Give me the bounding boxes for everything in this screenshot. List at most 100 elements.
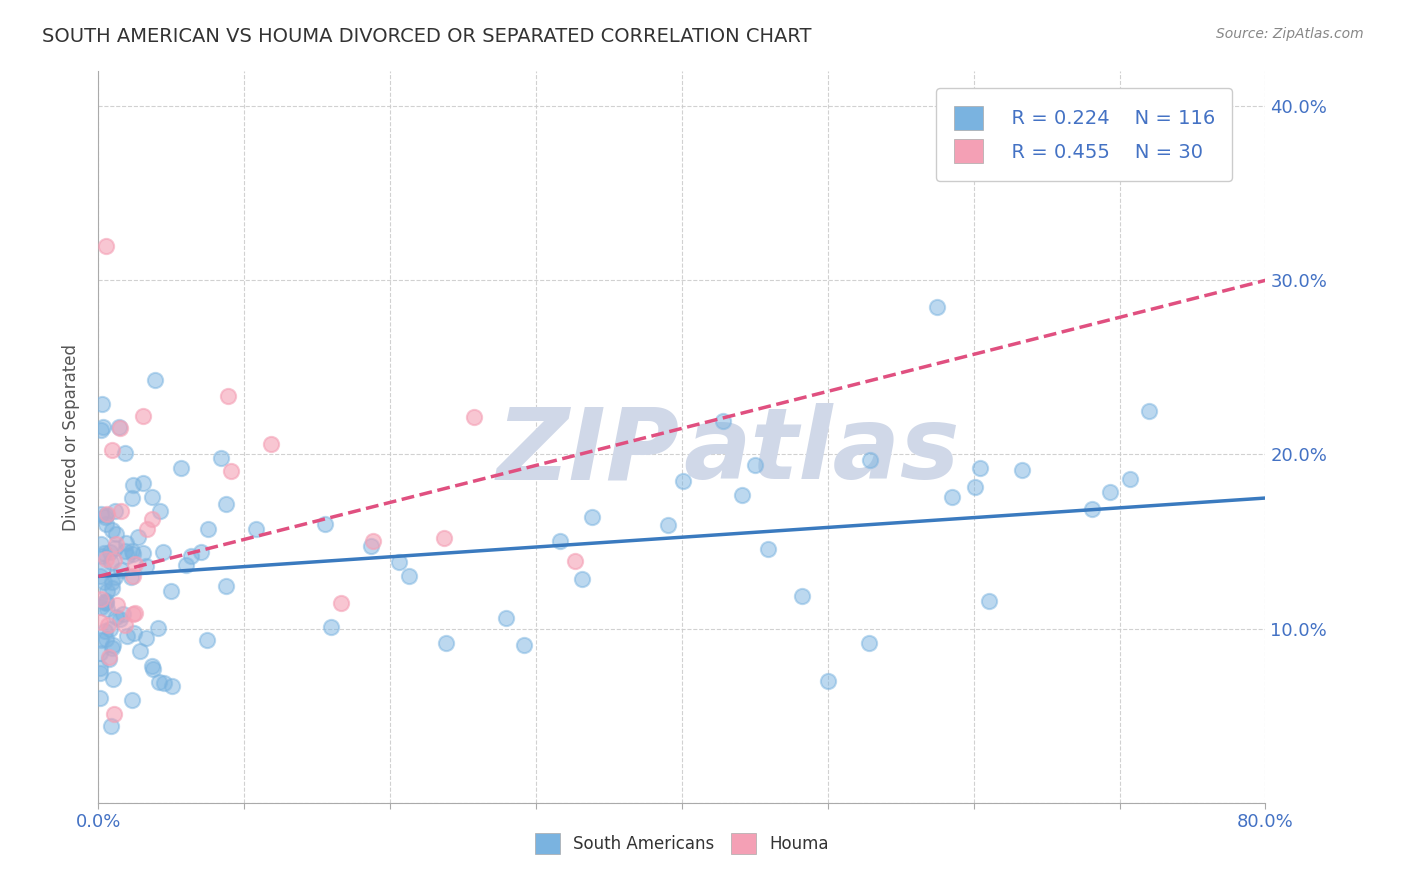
Point xyxy=(146,622,169,636)
Point xyxy=(141,491,163,505)
Point xyxy=(122,626,145,640)
Point xyxy=(131,409,153,423)
Point xyxy=(217,388,239,402)
Point xyxy=(114,536,136,550)
Point xyxy=(817,673,839,688)
Point xyxy=(360,539,382,553)
Point xyxy=(114,618,136,632)
Point xyxy=(108,612,131,626)
Point xyxy=(94,594,117,608)
Point xyxy=(388,555,411,569)
Point xyxy=(91,420,114,434)
Point xyxy=(197,522,219,536)
Point xyxy=(100,622,122,636)
Point xyxy=(121,477,143,491)
Point xyxy=(195,633,218,648)
Point xyxy=(245,522,267,536)
Point xyxy=(94,632,117,646)
Y-axis label: Divorced or Separated: Divorced or Separated xyxy=(62,343,80,531)
Point xyxy=(329,596,352,610)
Text: atlas: atlas xyxy=(683,403,960,500)
Point xyxy=(90,592,112,607)
Point xyxy=(117,629,139,643)
Point xyxy=(135,558,157,573)
Point xyxy=(101,672,124,686)
Point xyxy=(89,569,111,583)
Point xyxy=(101,442,124,457)
Point xyxy=(90,537,112,551)
Point xyxy=(564,554,586,568)
Point xyxy=(314,517,336,532)
Point xyxy=(977,593,1000,607)
Point xyxy=(105,527,128,541)
Point xyxy=(1081,501,1104,516)
Point xyxy=(756,541,779,556)
Point xyxy=(110,421,132,435)
Point xyxy=(101,638,124,652)
Point xyxy=(104,570,127,584)
Point xyxy=(152,676,174,690)
Point xyxy=(121,693,143,707)
Text: SOUTH AMERICAN VS HOUMA DIVORCED OR SEPARATED CORRELATION CHART: SOUTH AMERICAN VS HOUMA DIVORCED OR SEPA… xyxy=(42,27,811,45)
Point xyxy=(398,569,420,583)
Point xyxy=(104,504,127,518)
Point xyxy=(103,706,125,721)
Point xyxy=(1137,404,1160,418)
Point xyxy=(495,611,517,625)
Point xyxy=(581,509,603,524)
Point xyxy=(101,640,124,655)
Point xyxy=(711,413,734,427)
Point xyxy=(89,666,111,681)
Point xyxy=(790,590,813,604)
Point xyxy=(927,300,949,314)
Point xyxy=(91,397,114,411)
Point xyxy=(103,541,125,556)
Point xyxy=(221,464,243,478)
Point xyxy=(433,531,456,545)
Point xyxy=(105,598,128,612)
Point xyxy=(90,633,112,648)
Point xyxy=(215,497,238,511)
Point xyxy=(89,615,111,629)
Point xyxy=(93,546,115,560)
Point xyxy=(90,599,112,614)
Point xyxy=(104,537,127,551)
Point xyxy=(135,522,157,536)
Point xyxy=(122,568,145,582)
Point xyxy=(571,572,593,586)
Point xyxy=(100,555,122,569)
Point xyxy=(657,517,679,532)
Point xyxy=(1011,463,1033,477)
Point xyxy=(114,446,136,460)
Point xyxy=(132,546,155,560)
Point xyxy=(1099,484,1122,499)
Point xyxy=(96,601,118,615)
Point xyxy=(110,563,132,577)
Point xyxy=(143,373,166,387)
Point xyxy=(94,552,117,566)
Point xyxy=(169,461,191,475)
Point xyxy=(120,570,142,584)
Point xyxy=(101,574,124,589)
Point xyxy=(129,644,152,658)
Point xyxy=(941,491,963,505)
Point xyxy=(672,474,695,488)
Point xyxy=(124,606,146,620)
Point xyxy=(110,504,132,518)
Point xyxy=(94,596,117,610)
Point xyxy=(148,675,170,690)
Point xyxy=(94,238,117,252)
Point xyxy=(121,491,143,506)
Legend: South Americans, Houma: South Americans, Houma xyxy=(529,827,835,860)
Point xyxy=(96,508,118,522)
Point xyxy=(319,620,342,634)
Point xyxy=(190,545,212,559)
Point xyxy=(122,607,145,621)
Point xyxy=(121,544,143,558)
Point xyxy=(859,452,882,467)
Point xyxy=(209,451,232,466)
Point xyxy=(98,545,121,559)
Point xyxy=(127,530,149,544)
Point xyxy=(97,650,120,665)
Point xyxy=(260,437,283,451)
